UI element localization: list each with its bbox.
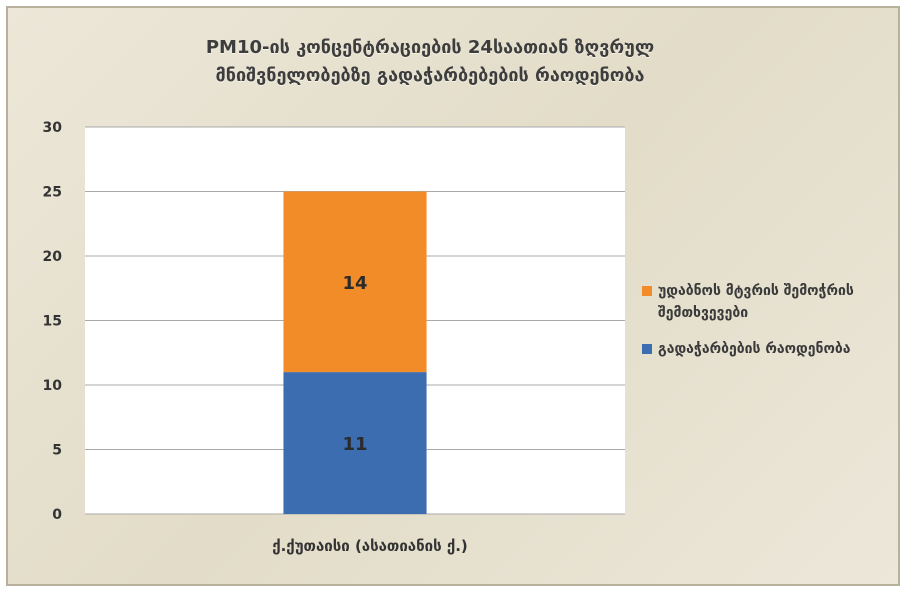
y-tick-label-1: 5 (52, 443, 62, 459)
legend-label-dust: უდაბნოს მტვრის შემოჭრის შემთხვევები (658, 283, 854, 321)
bar-segment-0 (283, 372, 427, 514)
chart-title-line-2: მნიშვნელობებზე გადაჭარბებების რაოდენობა (215, 65, 645, 86)
legend-item-dust: უდაბნოს მტვრის შემოჭრის შემთხვევები (642, 280, 892, 324)
bar-data-label-1: 14 (342, 273, 367, 294)
y-tick-label-2: 10 (43, 378, 63, 394)
y-tick-label-6: 30 (43, 120, 63, 136)
legend-swatch-dust (642, 286, 652, 296)
y-tick-label-0: 0 (52, 507, 62, 523)
bar-data-label-0: 11 (342, 434, 367, 455)
x-category-label: ქ.ქუთაისი (ასათიანის ქ.) (272, 537, 468, 555)
y-tick-label-3: 15 (43, 314, 62, 330)
legend-item-exceedances: გადაჭარბების რაოდენობა (642, 338, 892, 360)
chart-title: PM10-ის კონცენტრაციების 24საათიან ზღვრულ… (150, 34, 710, 90)
y-tick-label-4: 20 (43, 249, 63, 265)
legend: უდაბნოს მტვრის შემოჭრის შემთხვევები გადა… (642, 280, 892, 374)
y-tick-label-5: 25 (43, 185, 62, 201)
chart-title-line-1: PM10-ის კონცენტრაციების 24საათიან ზღვრულ (205, 37, 655, 58)
legend-label-exceedances: გადაჭარბების რაოდენობა (658, 341, 851, 357)
legend-swatch-exceedances (642, 344, 652, 354)
bar-segment-1 (283, 191, 427, 373)
